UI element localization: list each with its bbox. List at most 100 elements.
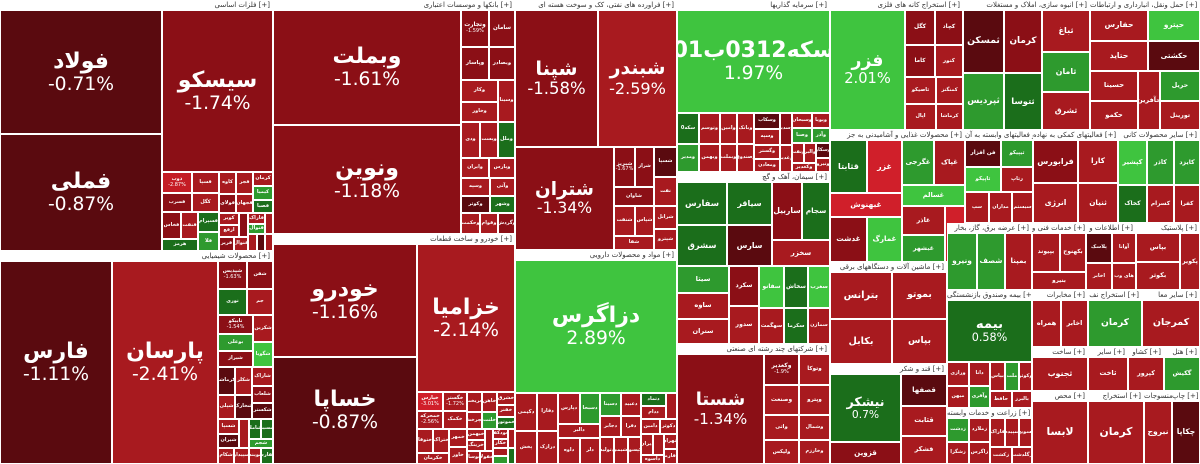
stock-tile[interactable]: سکرما <box>784 308 808 344</box>
stock-tile[interactable]: وبصادر <box>489 47 515 80</box>
stock-tile[interactable]: شپنا -1.58% <box>515 10 598 147</box>
stock-tile[interactable]: شنفت <box>614 206 635 236</box>
sector-header[interactable]: عرضه برق، گاز، بخار [+] <box>947 223 1032 233</box>
sector-header[interactable]: ساخت [+] <box>1032 347 1088 357</box>
stock-tile[interactable]: ومعادن <box>754 159 780 172</box>
stock-tile[interactable]: وصندوق <box>737 144 754 172</box>
stock-tile[interactable]: رتاپ <box>1001 167 1033 192</box>
stock-tile[interactable]: وشهر <box>490 196 515 213</box>
stock-tile[interactable]: خمحرکه -2.56% <box>417 411 443 429</box>
stock-tile[interactable]: وبملت -1.61% <box>273 10 461 125</box>
stock-tile[interactable]: چکاپا <box>1172 401 1200 464</box>
stock-tile[interactable]: دشیمی <box>614 437 628 464</box>
stock-tile[interactable]: ثجنوب <box>1032 357 1088 391</box>
stock-tile[interactable]: دکوثر <box>660 419 677 434</box>
stock-tile[interactable]: سغرب <box>808 266 830 308</box>
stock-tile[interactable]: غمارگ <box>867 217 902 262</box>
stock-tile[interactable]: ثتوسا <box>1004 73 1042 130</box>
stock-tile[interactable]: کرمان <box>253 172 273 186</box>
stock-tile[interactable]: نیشکر 0.7% <box>830 374 901 442</box>
stock-tile[interactable]: فریر <box>219 237 234 251</box>
stock-tile[interactable]: ثپردیس <box>963 73 1004 130</box>
stock-tile[interactable]: وامین <box>720 113 737 144</box>
stock-tile[interactable]: وغدیر <box>780 145 792 172</box>
stock-tile[interactable]: وایران <box>461 158 489 178</box>
stock-tile[interactable]: غدشت <box>830 217 867 262</box>
stock-tile[interactable]: بپاس <box>990 362 1005 391</box>
stock-tile[interactable]: خساپا -0.87% <box>273 357 417 464</box>
stock-tile[interactable]: دپارس <box>558 393 580 424</box>
sector-header[interactable]: بیمه وصندوق بازنشستگی [+] <box>947 290 1032 300</box>
stock-tile[interactable]: وکوثر <box>461 196 490 213</box>
stock-tile[interactable]: فاراک <box>248 213 265 224</box>
stock-tile[interactable]: دکپسول <box>628 437 641 464</box>
stock-tile[interactable]: واتی <box>764 415 799 440</box>
stock-tile[interactable]: کرمان <box>1004 10 1042 73</box>
stock-tile[interactable]: سامان <box>489 10 515 47</box>
stock-tile[interactable]: شیران <box>218 434 239 448</box>
stock-tile[interactable]: گکیش <box>1164 357 1200 391</box>
stock-tile[interactable]: ختوقا <box>417 429 433 453</box>
stock-tile[interactable]: غبشهر <box>902 235 945 262</box>
stock-tile[interactable]: خفولا <box>480 451 493 464</box>
stock-tile[interactable]: حسینا <box>1090 71 1138 101</box>
stock-tile[interactable]: ثاخت <box>1088 357 1128 391</box>
stock-tile[interactable]: پارسان -2.41% <box>112 261 218 464</box>
stock-tile[interactable]: سارس <box>727 225 772 266</box>
stock-tile[interactable]: ثامان <box>1042 52 1090 92</box>
sector-header[interactable]: منسوجات [+] <box>1144 391 1172 401</box>
stock-tile[interactable]: حافظ <box>990 391 1012 408</box>
sector-header[interactable]: ماشین آلات و دستگاههای برقی [+] <box>830 262 947 272</box>
stock-tile[interactable]: سکه0312ب011.97% <box>677 10 830 113</box>
stock-tile[interactable]: شفا <box>614 236 654 250</box>
stock-tile[interactable]: خپارس -3.01% <box>417 392 443 411</box>
stock-tile[interactable]: شسپا <box>654 147 677 177</box>
stock-tile[interactable]: شبندر -2.59% <box>598 10 677 147</box>
stock-tile[interactable]: بیمه 0.58% <box>947 300 1032 362</box>
stock-tile[interactable]: شراز <box>635 147 654 187</box>
sector-header[interactable]: خدمات فنی و [+] <box>1032 223 1086 233</box>
stock-tile[interactable]: خگستر -1.72% <box>443 392 467 411</box>
sector-header[interactable]: سرمایه گذاریها [+] <box>677 0 830 10</box>
stock-tile[interactable]: کگل <box>192 193 219 212</box>
stock-tile[interactable]: دتهران <box>664 434 677 449</box>
stock-tile[interactable]: خوساز <box>467 451 480 464</box>
stock-tile[interactable]: ونیرو <box>947 233 977 290</box>
stock-tile[interactable]: دسینا <box>600 393 621 416</box>
stock-tile[interactable]: وپویا <box>812 113 830 128</box>
stock-tile[interactable]: شوینده <box>249 448 261 464</box>
stock-tile[interactable]: بترانس <box>830 272 892 319</box>
stock-tile[interactable]: وبهمن <box>699 144 720 172</box>
stock-tile[interactable]: زدشت <box>947 418 969 442</box>
stock-tile[interactable]: میهن <box>947 386 969 408</box>
stock-tile[interactable]: بموتو <box>892 272 947 319</box>
sector-header[interactable]: سایر معا [+] <box>1142 290 1200 300</box>
stock-tile[interactable]: خپویش <box>493 456 508 464</box>
stock-tile[interactable]: ساوه <box>677 293 729 319</box>
stock-tile[interactable]: حفارس <box>1090 10 1148 41</box>
stock-tile[interactable]: نبروج <box>1144 401 1172 464</box>
stock-tile[interactable]: کسرام <box>1147 185 1174 223</box>
stock-tile[interactable]: دفرا <box>621 416 641 437</box>
stock-tile[interactable]: فجر <box>236 172 253 194</box>
stock-tile[interactable]: وخاور <box>461 102 498 122</box>
stock-tile[interactable]: فصبا <box>253 200 273 213</box>
stock-tile[interactable]: قشکر <box>901 436 947 464</box>
stock-tile[interactable]: وگستر <box>754 145 780 159</box>
stock-tile[interactable]: بنیرو <box>1032 272 1086 290</box>
stock-tile[interactable]: خنصیر <box>485 429 493 451</box>
stock-tile[interactable]: آوانا <box>1112 233 1136 263</box>
stock-tile[interactable]: بوعلی <box>218 334 253 351</box>
stock-tile[interactable]: سشرق <box>677 225 727 266</box>
sector-header[interactable]: حمل ونقل، انبارداری و ارتباطات [+] <box>1090 0 1200 10</box>
stock-tile[interactable]: حآفرین <box>1138 71 1160 130</box>
stock-tile[interactable]: غسالم <box>902 185 965 206</box>
stock-tile[interactable]: ددام <box>641 406 666 419</box>
sector-header[interactable]: اطلاعات و [+] <box>1086 223 1136 233</box>
stock-tile[interactable]: خشرق <box>497 392 515 405</box>
stock-tile[interactable]: سجام <box>802 182 830 240</box>
stock-tile[interactable]: شپدیس -1.63% <box>218 261 247 289</box>
stock-tile[interactable]: زگلدشت <box>1012 447 1032 464</box>
stock-tile[interactable]: کاذر <box>1147 140 1174 185</box>
sector-header[interactable]: محص [+] <box>1032 391 1088 401</box>
